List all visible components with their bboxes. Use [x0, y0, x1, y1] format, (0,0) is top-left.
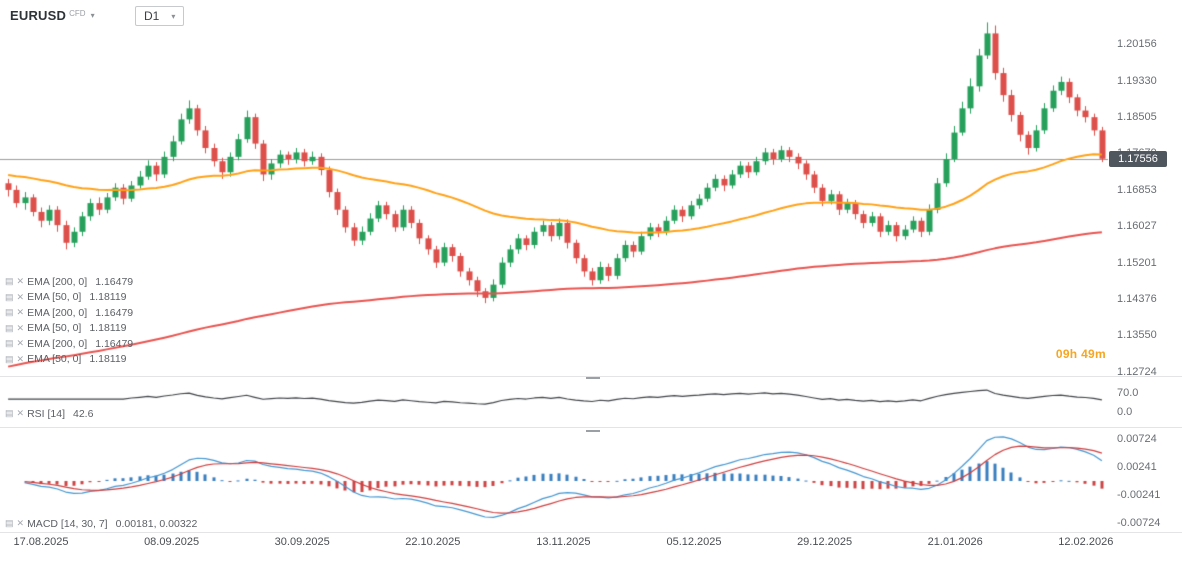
indicator-label: EMA [200, 0] — [27, 337, 88, 350]
date-axis-label: 21.01.2026 — [927, 536, 983, 548]
macd-axis-label: 0.00724 — [1117, 433, 1157, 445]
panel-resize-handle[interactable] — [586, 430, 600, 432]
indicator-label: RSI [14] — [27, 407, 65, 420]
indicator-label: EMA [200, 0] — [27, 275, 88, 288]
price-axis-label: 1.19330 — [1117, 74, 1157, 87]
panel-resize-handle[interactable] — [586, 377, 600, 379]
remove-indicator-icon[interactable]: ✕ — [16, 353, 25, 364]
indicator-legend-row: ▤ ✕ EMA [200, 0] 1.16479 — [5, 336, 133, 352]
price-axis-label: 1.13550 — [1117, 329, 1157, 342]
indicator-value: 1.18119 — [89, 291, 127, 304]
indicator-settings-icon[interactable]: ▤ — [5, 338, 14, 349]
date-axis-label: 17.08.2025 — [13, 536, 69, 548]
indicator-settings-icon[interactable]: ▤ — [5, 276, 14, 287]
indicator-value: 1.18119 — [89, 353, 127, 366]
indicator-legend-row: ▤ ✕ EMA [200, 0] 1.16479 — [5, 305, 133, 321]
indicator-label: EMA [200, 0] — [27, 306, 88, 319]
macd-axis-label: -0.00724 — [1117, 516, 1161, 529]
price-axis-label: 1.16027 — [1117, 220, 1157, 233]
timeframe-value: D1 — [144, 9, 160, 23]
indicator-settings-icon[interactable]: ▤ — [5, 353, 14, 364]
macd-legend-row: ▤ ✕ MACD [14, 30, 7] 0.00181, 0.00322 — [5, 516, 197, 532]
remove-indicator-icon[interactable]: ✕ — [16, 338, 25, 349]
panel-separator[interactable] — [0, 427, 1182, 428]
indicator-legend-row: ▤ ✕ EMA [50, 0] 1.18119 — [5, 321, 133, 337]
remove-indicator-icon[interactable]: ✕ — [16, 518, 25, 529]
price-axis-label: 1.20156 — [1117, 38, 1157, 51]
date-axis-label: 30.09.2025 — [274, 536, 330, 548]
remove-indicator-icon[interactable]: ✕ — [16, 291, 25, 302]
date-axis-label: 29.12.2025 — [797, 536, 853, 548]
price-axis-label: 1.15201 — [1117, 256, 1157, 269]
indicator-settings-icon[interactable]: ▤ — [5, 322, 14, 333]
symbol-type-badge: CFD — [69, 9, 86, 18]
indicator-value: 1.16479 — [95, 306, 134, 319]
indicator-value: 1.16479 — [95, 275, 134, 288]
indicator-settings-icon[interactable]: ▤ — [5, 291, 14, 302]
indicator-label: EMA [50, 0] — [27, 322, 82, 335]
current-price-badge: 1.17556 — [1109, 150, 1167, 167]
indicator-settings-icon[interactable]: ▤ — [5, 408, 14, 419]
date-axis-label: 12.02.2026 — [1058, 536, 1114, 548]
macd-axis-label: -0.00241 — [1117, 488, 1161, 501]
date-axis-label: 13.11.2025 — [536, 536, 591, 548]
price-axis-label: 1.18505 — [1117, 110, 1157, 123]
indicator-label: EMA [50, 0] — [27, 353, 82, 366]
indicator-legend: ▤ ✕ EMA [200, 0] 1.16479 ▤ ✕ EMA [50, 0] 1.1811… — [5, 274, 133, 367]
indicator-label: MACD [14, 30, 7] — [27, 517, 108, 530]
indicator-value: 42.6 — [73, 407, 94, 420]
indicator-legend-row: ▤ ✕ EMA [50, 0] 1.18119 — [5, 352, 133, 368]
remove-indicator-icon[interactable]: ✕ — [16, 408, 25, 419]
rsi-axis-label: 0.0 — [1117, 406, 1133, 418]
price-axis-label: 1.16853 — [1117, 183, 1157, 196]
candle-countdown-timer: 09h 49m — [1055, 347, 1106, 361]
date-axis-label: 05.12.2025 — [666, 536, 722, 548]
date-axis-label: 08.09.2025 — [144, 536, 200, 548]
indicator-legend-row: ▤ ✕ EMA [200, 0] 1.16479 — [5, 274, 133, 290]
remove-indicator-icon[interactable]: ✕ — [16, 276, 25, 287]
rsi-legend-row: ▤ ✕ RSI [14] 42.6 — [5, 406, 93, 422]
chevron-down-icon[interactable]: ▾ — [90, 11, 95, 20]
rsi-axis-label: 70.0 — [1117, 387, 1139, 399]
indicator-settings-icon[interactable]: ▤ — [5, 307, 14, 318]
panel-separator[interactable] — [0, 376, 1182, 377]
panel-separator — [0, 532, 1182, 533]
timeframe-selector[interactable]: D1 ▾ — [135, 6, 185, 26]
indicator-value: 0.00181, 0.00322 — [115, 517, 198, 530]
remove-indicator-icon[interactable]: ✕ — [16, 322, 25, 333]
symbol-name: EURUSD — [10, 8, 67, 23]
price-axis-label: 1.14376 — [1117, 292, 1157, 305]
symbol-selector[interactable]: EURUSD CFD ▾ — [10, 8, 95, 23]
macd-axis-label: 0.00241 — [1117, 461, 1157, 474]
remove-indicator-icon[interactable]: ✕ — [16, 307, 25, 318]
indicator-settings-icon[interactable]: ▤ — [5, 518, 14, 529]
indicator-value: 1.18119 — [89, 322, 127, 335]
chevron-down-icon: ▾ — [171, 11, 176, 21]
date-axis-label: 22.10.2025 — [405, 536, 461, 548]
price-axis-label: 1.12724 — [1117, 365, 1157, 378]
indicator-value: 1.16479 — [95, 337, 134, 350]
indicator-label: EMA [50, 0] — [27, 291, 82, 304]
indicator-legend-row: ▤ ✕ EMA [50, 0] 1.18119 — [5, 290, 133, 306]
